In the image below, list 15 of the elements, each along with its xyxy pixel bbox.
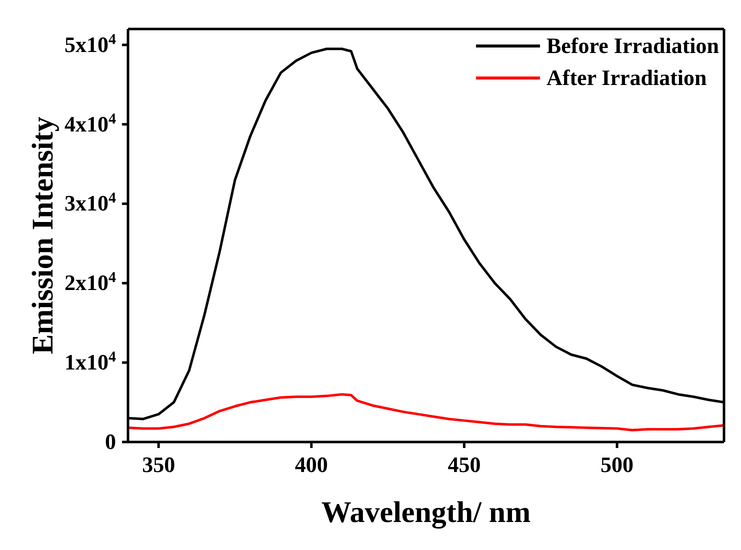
x-tick-label: 350: [142, 452, 176, 477]
y-tick-label: 0: [105, 429, 116, 454]
x-axis-title: Wavelength/ nm: [321, 496, 531, 529]
line-series: [128, 393, 724, 432]
x-tick-label: 400: [294, 452, 328, 477]
x-tick-label: 450: [448, 452, 481, 477]
legend-label: Before Irradiation: [546, 33, 719, 59]
y-tick-label: 5x10$^{4}$: [64, 32, 116, 57]
x-tick-label: 500: [600, 452, 634, 477]
y-tick-label: 2x10$^{4}$: [64, 270, 116, 296]
legend-label: After Irradiation: [546, 65, 707, 91]
y-axis-title: Emission Intensity: [26, 116, 60, 354]
y-tick-label: 3x10$^{4}$: [64, 190, 116, 216]
y-tick-label: 1x10$^{4}$: [64, 350, 116, 375]
y-tick-label: 4x10$^{4}$: [64, 111, 116, 136]
